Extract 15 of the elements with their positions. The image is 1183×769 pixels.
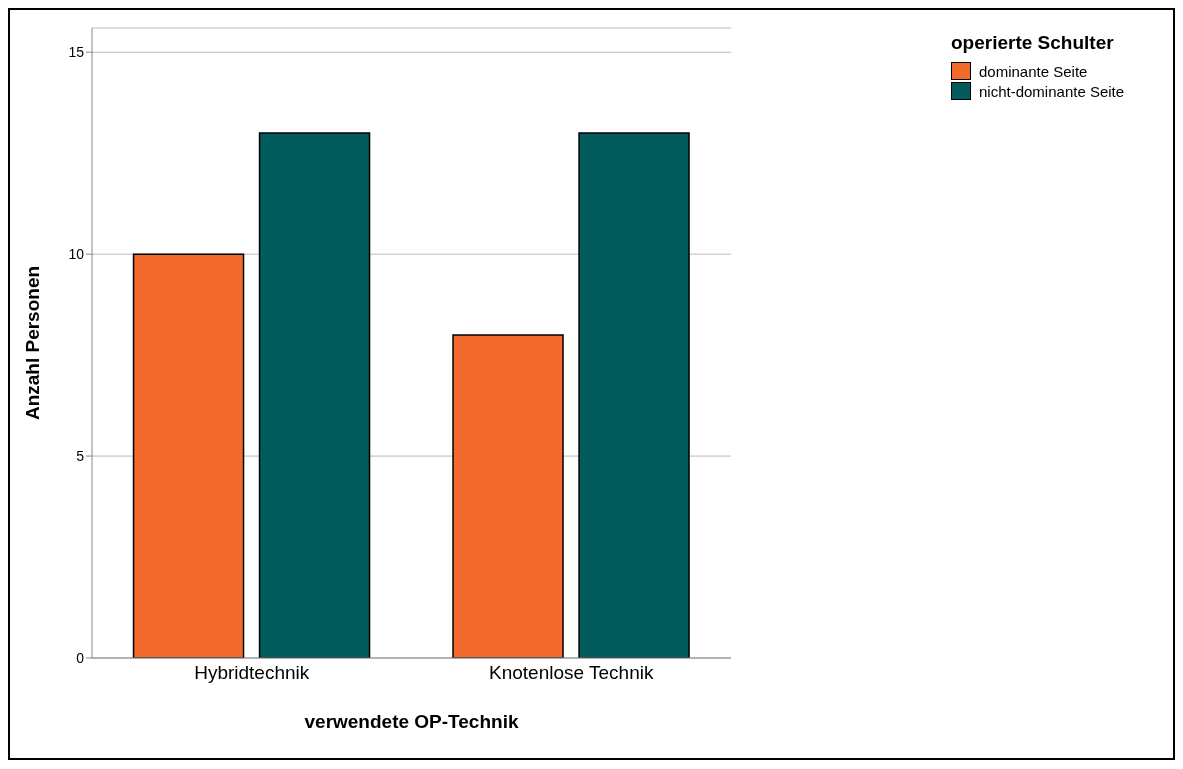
- legend-title: operierte Schulter: [951, 32, 1115, 54]
- bar: [132, 253, 245, 658]
- y-tick-label: 0: [76, 649, 85, 666]
- bar: [452, 334, 564, 658]
- y-tick-label: 15: [68, 44, 85, 61]
- x-tick-label: Knotenlose Technik: [489, 662, 654, 684]
- bar: [578, 132, 690, 658]
- legend-label: dominante Seite: [978, 62, 1089, 80]
- bar: [258, 132, 371, 658]
- y-tick-label: 10: [68, 246, 85, 263]
- x-axis-title: verwendete OP-Technik: [304, 711, 519, 732]
- legend-label: nicht-dominante Seite: [978, 82, 1126, 100]
- y-axis-title: Anzahl Personen: [21, 265, 43, 421]
- y-tick-label: 5: [76, 448, 85, 465]
- x-tick-label: Hybridtechnik: [194, 662, 310, 684]
